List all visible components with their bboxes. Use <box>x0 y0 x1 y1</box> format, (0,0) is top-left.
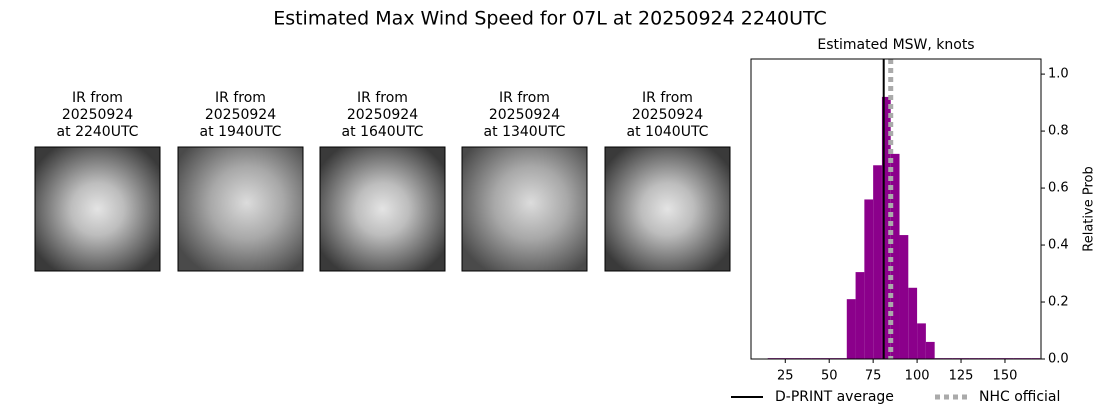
x-tick-label: 125 <box>949 369 974 384</box>
panel-title: 20250924 <box>205 107 276 123</box>
x-tick-label: 50 <box>821 369 838 384</box>
bar <box>890 153 900 359</box>
panel-title: at 1340UTC <box>484 124 566 140</box>
bar <box>917 323 926 359</box>
ir-image <box>461 146 588 272</box>
panel-title: IR from <box>642 90 693 106</box>
panel-title: IR from <box>72 90 123 106</box>
bar <box>908 287 918 359</box>
ir-image <box>177 146 304 272</box>
ir-image <box>319 146 446 272</box>
legend-label: NHC official <box>979 389 1060 405</box>
y-tick-label: 0.2 <box>1048 295 1069 310</box>
panel-title: 20250924 <box>62 107 133 123</box>
y-tick-label: 0.4 <box>1048 238 1069 253</box>
x-tick-label: 150 <box>993 369 1018 384</box>
x-tick-label: 25 <box>777 369 794 384</box>
panel-title: 20250924 <box>489 107 560 123</box>
ir-image <box>604 146 731 272</box>
y-tick-label: 0.0 <box>1048 352 1069 367</box>
panel-title: 20250924 <box>632 107 703 123</box>
y-tick-label: 1.0 <box>1048 67 1069 82</box>
panel-title: at 1640UTC <box>342 124 424 140</box>
y-axis-label: Relative Prob <box>1082 166 1097 251</box>
panel-title: 20250924 <box>347 107 418 123</box>
y-tick-label: 0.8 <box>1048 124 1069 139</box>
panel-title: at 1940UTC <box>200 124 282 140</box>
axes-frame <box>750 58 1042 360</box>
legend-label: D-PRINT average <box>775 389 894 405</box>
bar <box>899 235 909 359</box>
x-tick-label: 75 <box>865 369 882 384</box>
bar <box>873 165 882 359</box>
figure-title: Estimated Max Wind Speed for 07L at 2025… <box>273 8 827 30</box>
bar <box>925 341 935 359</box>
panel-title: IR from <box>215 90 266 106</box>
panel-title: IR from <box>499 90 550 106</box>
bar <box>855 272 865 359</box>
bar <box>864 199 874 359</box>
bar <box>881 96 891 360</box>
bar <box>846 299 856 359</box>
panel-title: at 1040UTC <box>627 124 709 140</box>
y-tick-label: 0.6 <box>1048 181 1069 196</box>
ir-image <box>34 146 161 272</box>
panel-title: at 2240UTC <box>57 124 139 140</box>
x-tick-label: 100 <box>905 369 930 384</box>
chart-title: Estimated MSW, knots <box>817 37 974 53</box>
panel-title: IR from <box>357 90 408 106</box>
